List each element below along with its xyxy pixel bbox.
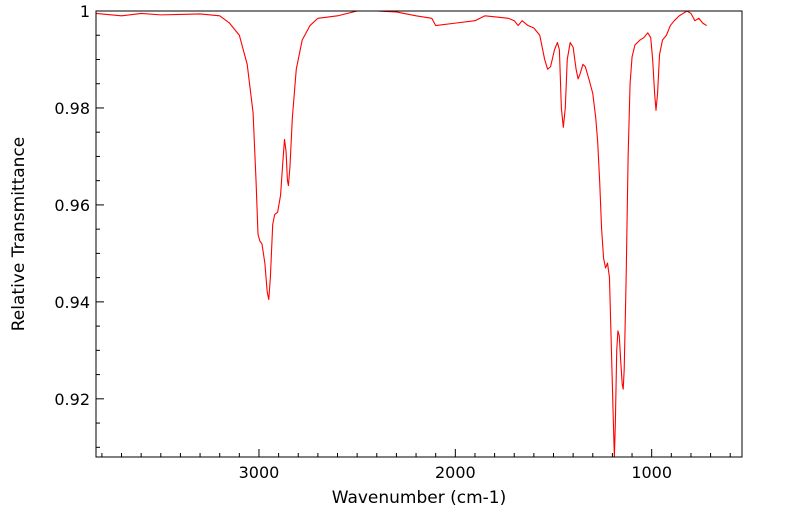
plot-frame [95, 10, 743, 458]
y-tick-label: 0.94 [54, 293, 90, 312]
x-tick-label: 3000 [239, 463, 280, 482]
y-tick-label: 0.98 [54, 99, 90, 118]
x-tick-label: 2000 [435, 463, 476, 482]
y-tick-label: 0.92 [54, 390, 90, 409]
x-axis-ticks: 3000 2000 1000 [101, 449, 731, 482]
y-tick-label: 0.96 [54, 196, 90, 215]
y-axis-title: Relative Transmittance [9, 137, 29, 332]
series-group [96, 11, 707, 457]
y-axis-ticks: 0.92 0.94 0.96 0.98 1 [54, 2, 104, 448]
y-tick-label: 1 [80, 2, 90, 21]
x-axis-title: Wavenumber (cm-1) [332, 488, 507, 508]
x-tick-label: 1000 [631, 463, 672, 482]
spectrum-line-0 [96, 11, 707, 457]
